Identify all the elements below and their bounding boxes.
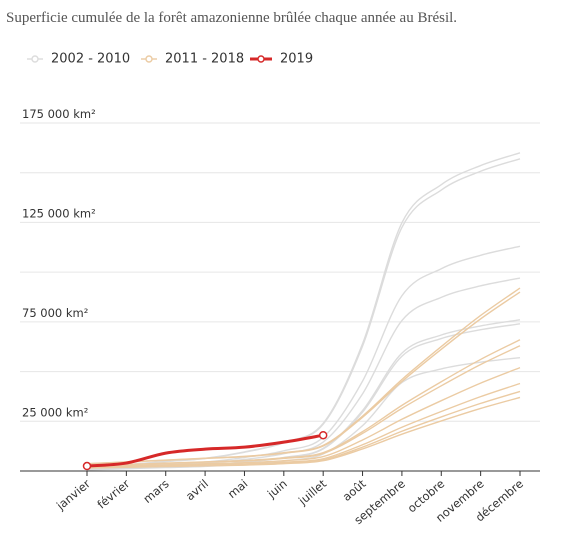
- legend-marker: [31, 55, 39, 63]
- x-tick-label: mars: [140, 477, 171, 506]
- chart-title: Superficie cumulée de la forêt amazonien…: [6, 10, 457, 26]
- x-tick-label: mai: [225, 477, 250, 502]
- line: [86, 158, 521, 469]
- x-axis: janvier février mars avril mai juin juillet aoû…: [20, 470, 540, 527]
- y-tick-label: 125 000 km²: [22, 206, 96, 220]
- x-tick-label: février: [94, 476, 132, 511]
- plot: [82, 152, 521, 471]
- highlight-line: [86, 433, 324, 468]
- end-marker: [82, 461, 92, 471]
- grid: 25 000 km² 75 000 km² 125 000 km² 175 000 k…: [20, 107, 540, 422]
- end-marker: [318, 430, 328, 440]
- x-tick-label: août: [340, 476, 369, 504]
- legend: 2002 - 2010 2011 - 2018 2019: [27, 52, 313, 67]
- line: [86, 345, 521, 467]
- line: [86, 152, 521, 469]
- x-tick-label: juin: [264, 477, 290, 502]
- line: [86, 366, 521, 468]
- legend-marker: [145, 55, 153, 63]
- legend-marker: [257, 55, 265, 63]
- line: [86, 396, 521, 469]
- legend-label: 2011 - 2018: [165, 52, 244, 67]
- x-tick-label: janvier: [53, 476, 93, 513]
- x-tick-label: avril: [183, 477, 211, 504]
- x-tick-label: juillet: [295, 476, 329, 508]
- legend-label: 2002 - 2010: [51, 52, 130, 67]
- line: [86, 245, 521, 470]
- line: [86, 291, 521, 465]
- y-tick-label: 25 000 km²: [22, 405, 88, 419]
- y-tick-label: 75 000 km²: [22, 306, 88, 320]
- y-tick-label: 175 000 km²: [22, 107, 96, 121]
- legend-label: 2019: [280, 52, 313, 67]
